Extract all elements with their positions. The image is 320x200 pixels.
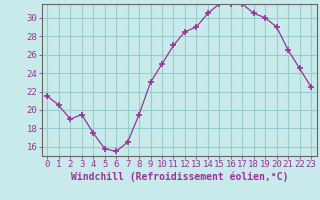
X-axis label: Windchill (Refroidissement éolien,°C): Windchill (Refroidissement éolien,°C) bbox=[70, 172, 288, 182]
